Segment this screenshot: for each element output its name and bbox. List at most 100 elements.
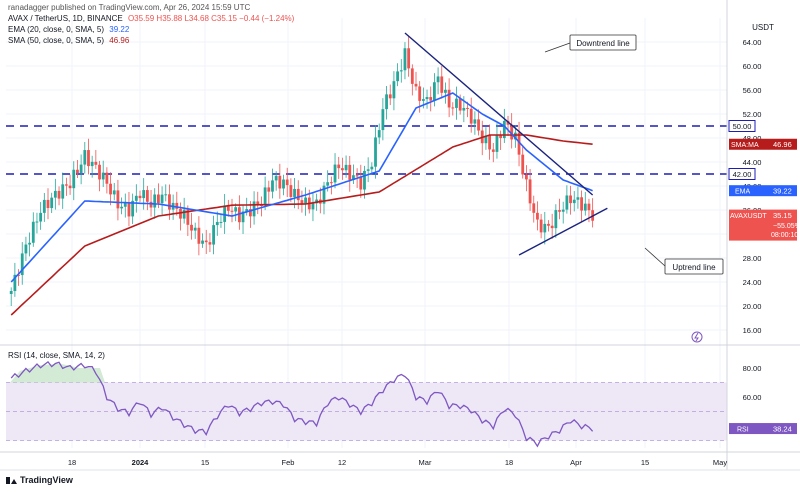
candle-body [436, 76, 440, 83]
price-tick-label: 56.00 [743, 86, 762, 95]
candle-body [289, 185, 293, 197]
candle-body [381, 109, 385, 131]
rsi-line: RSI (14, close, SMA, 14, 2) [8, 351, 594, 448]
tradingview-brand[interactable]: TradingView [6, 475, 73, 485]
candle-body [116, 190, 120, 209]
ema20-line [10, 92, 593, 283]
current-price-change: −55.05% [773, 223, 800, 230]
candle-body [403, 48, 407, 71]
candle-body [282, 179, 285, 189]
candle-body [587, 203, 591, 211]
price-tick-label: 64.00 [743, 38, 762, 47]
rsi-title: RSI (14, close, SMA, 14, 2) [8, 351, 105, 360]
candle-body [484, 135, 488, 144]
candle-body [359, 176, 363, 190]
candle-body [193, 227, 197, 231]
candle-body [13, 274, 17, 291]
time-tick-label: Apr [570, 458, 582, 467]
annotation-pointer [544, 42, 571, 53]
candle-body [572, 199, 576, 204]
candle-body [462, 107, 466, 111]
candles [9, 36, 595, 306]
candle-body [24, 244, 28, 254]
candle-body [399, 70, 403, 72]
candle-body [469, 108, 473, 124]
sma50-line [10, 134, 593, 316]
lightning-icon [691, 331, 703, 343]
candle-body [260, 205, 263, 207]
horizontal-levels [6, 125, 727, 175]
symbol-name[interactable]: AVAX / TetherUS, 1D, BINANCE [8, 14, 123, 23]
candle-body [98, 164, 101, 180]
candle-body [123, 202, 127, 207]
candle-body [499, 135, 503, 139]
price-labels: 50.00 42.00 SMA:MA 46.96 EMA 39.22 AVAXUSDT 35.… [728, 120, 800, 435]
candle-body [396, 71, 399, 82]
candle-body [583, 203, 587, 211]
candle-body [488, 135, 491, 150]
candle-body [440, 76, 444, 93]
level-label-box [728, 120, 756, 132]
price-tick-label: 28.00 [743, 254, 762, 263]
candle-body [344, 164, 348, 171]
candle-body [554, 210, 558, 229]
candle-body [120, 206, 123, 209]
candle-body [569, 195, 572, 204]
time-tick-label: Mar [419, 458, 432, 467]
candle-body [521, 154, 525, 175]
candle-body [466, 107, 469, 109]
candle-body [285, 179, 289, 186]
trend-lines [404, 32, 608, 256]
ohlc-values: O35.59 H35.88 L34.68 C35.15 −0.44 (−1.24… [127, 14, 295, 23]
candle-body [329, 182, 333, 184]
candle-body [175, 202, 179, 209]
ema-legend-value: 39.22 [109, 25, 130, 34]
candle-body [79, 164, 83, 174]
candle-body [50, 197, 54, 209]
candle-body [197, 227, 201, 244]
candle-body [57, 190, 61, 199]
candle-body [547, 223, 550, 226]
time-tick-label: 2024 [132, 458, 150, 467]
annotations: Downtrend line Uptrend line [544, 34, 724, 343]
candle-body [182, 209, 186, 219]
candle-body [510, 124, 514, 140]
candle-body [296, 188, 300, 201]
candle-body [576, 197, 580, 200]
price-tick-label: 16.00 [743, 326, 762, 335]
rsi-line-path [10, 361, 594, 448]
candle-body [495, 135, 499, 152]
currency-label: USDT [752, 23, 774, 32]
candle-body [87, 150, 90, 167]
candle-body [249, 209, 252, 217]
time-tick-label: May [713, 458, 727, 467]
candle-body [223, 205, 227, 222]
candle-body [39, 212, 43, 222]
rsi-tick-label: 80.00 [743, 364, 762, 373]
candle-body [72, 169, 76, 189]
candle-body [458, 98, 462, 111]
price-tick-label: 52.00 [743, 110, 762, 119]
candle-body [392, 81, 396, 99]
candle-body [256, 201, 260, 206]
candle-body [28, 242, 31, 245]
ema-legend[interactable]: EMA (20, close, 0, SMA, 5) 39.22 [8, 24, 129, 35]
candle-body [234, 207, 238, 212]
sma-legend[interactable]: SMA (50, close, 0, SMA, 5) 46.96 [8, 35, 129, 46]
current-price-tag-value: 35.15 [773, 211, 792, 220]
candle-body [42, 199, 46, 213]
candle-body [267, 187, 271, 192]
candle-body [76, 169, 79, 174]
axes: USDT64.0060.0056.0052.0048.0044.0040.003… [0, 0, 800, 471]
candle-body [241, 211, 245, 223]
candle-body [337, 164, 341, 169]
candle-body [355, 175, 359, 177]
candle-body [164, 194, 168, 196]
candle-body [219, 221, 223, 223]
candle-body [410, 68, 414, 84]
countdown-timer: 08:00:10 [771, 232, 798, 239]
price-tick-label: 48.00 [743, 134, 762, 143]
publisher-line: ranadagger published on TradingView.com,… [8, 3, 251, 12]
candle-body [179, 208, 182, 219]
